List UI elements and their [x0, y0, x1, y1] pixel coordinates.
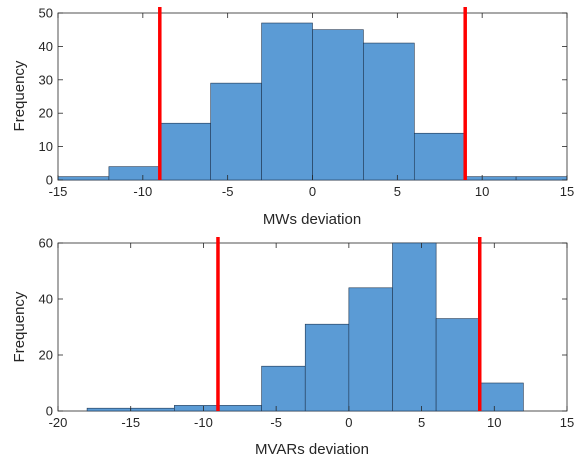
y-tick-label: 30 [39, 72, 53, 87]
histogram-bar [159, 122, 212, 181]
x-tick-label: -15 [121, 415, 140, 430]
histogram-bar [130, 407, 175, 412]
y-tick-label: 40 [39, 39, 53, 54]
histogram-bar [435, 318, 481, 412]
x-tick-label: 5 [394, 184, 401, 199]
x-axis-label: MVARs deviation [255, 441, 369, 458]
y-axis-label: Frequency [11, 60, 28, 131]
y-tick-label: 20 [39, 348, 53, 363]
histogram-bar [464, 176, 517, 181]
x-tick-label: -10 [194, 415, 213, 430]
x-tick-label: 10 [487, 415, 501, 430]
x-tick-label: -20 [49, 415, 68, 430]
x-tick-label: -5 [270, 415, 282, 430]
histogram-bar [210, 82, 262, 181]
histogram-bar [392, 242, 437, 412]
x-tick-label: -10 [133, 184, 152, 199]
histogram-bar [57, 176, 110, 181]
histogram-bar [86, 407, 132, 412]
x-tick-label: 10 [475, 184, 489, 199]
histogram-bar [261, 22, 313, 181]
histogram-bar [515, 176, 568, 181]
y-tick-label: 50 [39, 6, 53, 21]
chart-mvars-deviation: MVARs deviation Frequency -20 -15 -10 -5 0 5 1… [11, 236, 574, 459]
y-tick-label: 0 [46, 404, 53, 419]
y-axis-label: Frequency [11, 291, 28, 362]
x-tick-label: -15 [49, 184, 68, 199]
x-tick-label: 0 [309, 184, 316, 199]
histogram-bar [312, 29, 364, 181]
histogram-bar [348, 287, 393, 412]
chart-mws-deviation: MWs deviation Frequency -15 -10 -5 0 5 10 15 0 1… [11, 6, 574, 229]
histogram-bar [479, 382, 524, 412]
y-tick-label: 60 [39, 236, 53, 251]
histogram-bar [261, 365, 306, 412]
x-tick-label: 15 [560, 184, 574, 199]
x-tick-label: 15 [560, 415, 574, 430]
y-tick-label: 10 [39, 139, 53, 154]
histogram-bar [108, 166, 161, 181]
histogram-bar [413, 132, 466, 181]
histogram-bar [174, 405, 219, 412]
y-tick-label: 0 [46, 173, 53, 188]
histogram-bar [304, 323, 350, 412]
x-tick-label: -5 [222, 184, 234, 199]
histogram-bar [363, 42, 415, 181]
x-axis-label: MWs deviation [263, 211, 361, 228]
y-tick-label: 20 [39, 106, 53, 121]
y-tick-label: 40 [39, 292, 53, 307]
histogram-bar [217, 405, 262, 412]
x-tick-label: 0 [345, 415, 352, 430]
x-tick-label: 5 [418, 415, 425, 430]
